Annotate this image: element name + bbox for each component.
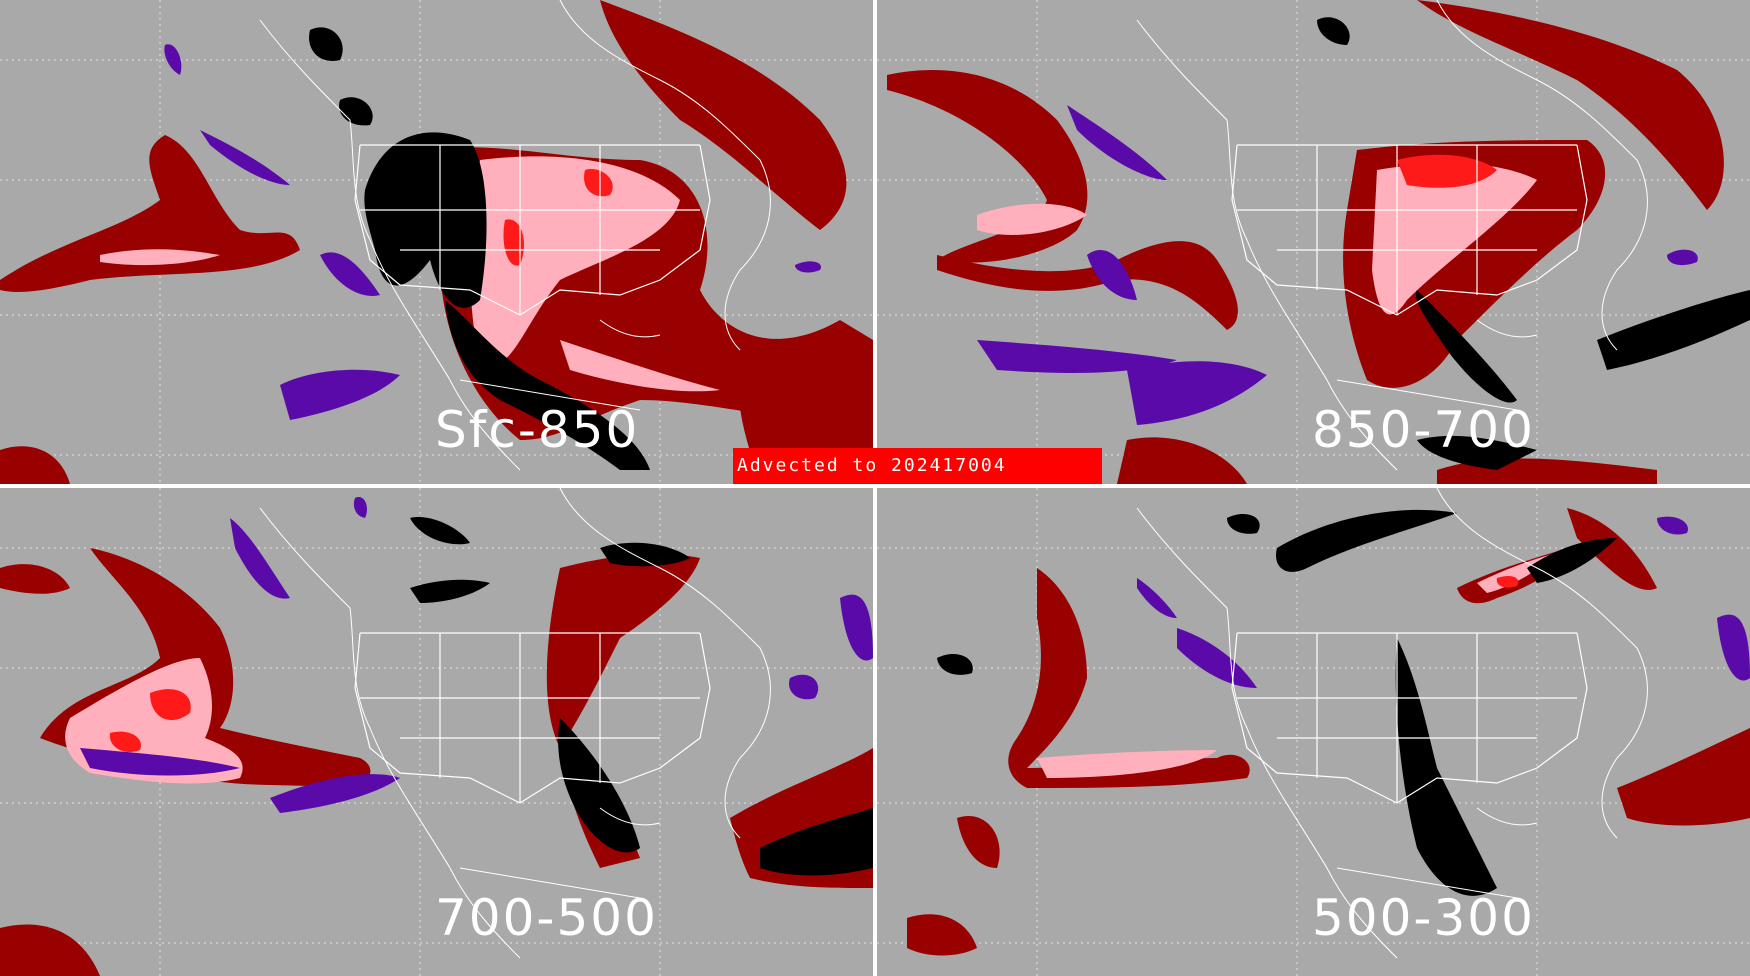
map-850-700 <box>877 0 1750 484</box>
panel-sfc-850: Sfc-850 <box>0 0 873 484</box>
advection-time-banner: Advected to 202417004 <box>733 448 1102 484</box>
map-500-300 <box>877 488 1750 976</box>
coastlines <box>1136 0 1648 471</box>
moisture-purple <box>1137 516 1750 688</box>
lat-lon-grid <box>0 488 873 976</box>
panel-label-500-300: 500-300 <box>1312 889 1535 947</box>
state-boundaries <box>354 144 711 316</box>
moisture-purple <box>164 44 821 420</box>
state-boundaries <box>354 632 711 804</box>
panel-850-700: 850-700 <box>877 0 1750 484</box>
panel-500-300: 500-300 <box>877 488 1750 976</box>
coastlines <box>1136 488 1648 959</box>
state-boundaries <box>1231 144 1588 316</box>
coastlines <box>259 0 771 471</box>
moisture-purple <box>80 497 873 813</box>
moisture-dark-red <box>887 0 1724 484</box>
moisture-red <box>1496 575 1519 588</box>
moisture-red <box>1397 154 1497 188</box>
panel-label-sfc-850: Sfc-850 <box>435 401 640 459</box>
moisture-red <box>503 169 613 266</box>
panel-label-850-700: 850-700 <box>1312 401 1535 459</box>
coastlines <box>259 488 771 959</box>
panel-label-700-500: 700-500 <box>435 889 658 947</box>
moisture-black <box>937 509 1617 896</box>
moisture-black <box>1317 17 1750 470</box>
map-sfc-850 <box>0 0 873 484</box>
moisture-pink <box>977 163 1537 315</box>
moisture-black <box>309 27 650 470</box>
state-boundaries <box>1231 632 1588 804</box>
panel-700-500: 700-500 <box>0 488 873 976</box>
moisture-red <box>109 689 191 753</box>
map-700-500 <box>0 488 873 976</box>
moisture-purple <box>977 105 1698 425</box>
